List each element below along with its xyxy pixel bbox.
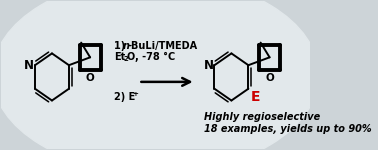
Text: O: O — [265, 73, 274, 83]
Ellipse shape — [0, 0, 319, 150]
Text: 18 examples, yields up to 90%: 18 examples, yields up to 90% — [204, 124, 371, 134]
Text: n: n — [123, 40, 130, 51]
Text: -BuLi/TMEDA: -BuLi/TMEDA — [127, 40, 197, 51]
Text: 1): 1) — [114, 40, 129, 51]
Text: 2) E: 2) E — [114, 92, 135, 102]
Text: N: N — [204, 59, 214, 72]
Text: E: E — [251, 90, 260, 104]
Text: O: O — [86, 73, 94, 83]
Text: +: + — [132, 91, 138, 97]
Text: 2: 2 — [124, 56, 129, 62]
Text: O, -78 °C: O, -78 °C — [127, 52, 175, 62]
Text: Highly regioselective: Highly regioselective — [204, 112, 320, 122]
Text: Et: Et — [114, 52, 125, 62]
Text: N: N — [24, 59, 34, 72]
